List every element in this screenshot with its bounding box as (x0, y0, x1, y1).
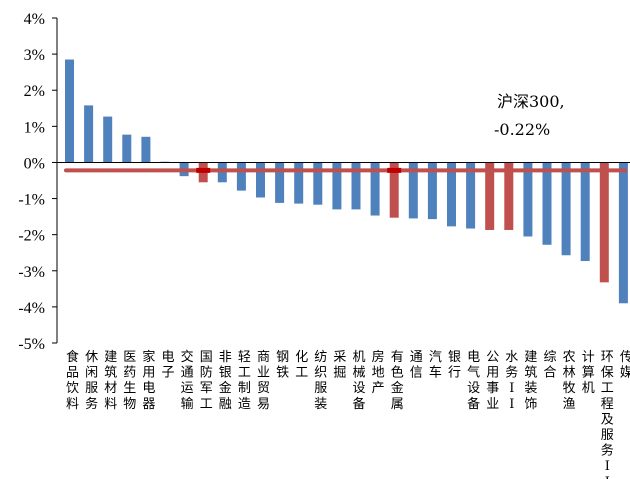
bar (466, 162, 476, 229)
y-tick-label: 4% (24, 11, 45, 28)
y-tick-label: 1% (24, 119, 45, 136)
bar (294, 162, 304, 204)
category-label: 轻工制造 (238, 350, 251, 412)
bar (84, 105, 94, 163)
category-label: 医药生物 (123, 350, 136, 412)
bar (275, 162, 285, 203)
category-label: 建筑装饰 (524, 350, 537, 412)
category-label: 水务 I I (505, 350, 518, 412)
bar (103, 116, 113, 163)
category-label: 非银金融 (219, 350, 232, 412)
y-tick-label: -5% (18, 336, 45, 353)
bar (447, 162, 456, 227)
bar (542, 162, 552, 245)
category-label: 计算机 (582, 350, 595, 396)
category-label: 汽车 (429, 350, 442, 381)
bar (389, 162, 399, 218)
bar (523, 162, 533, 237)
bar (332, 162, 342, 210)
category-label: 建筑材料 (104, 350, 117, 412)
bar (618, 162, 628, 304)
bar (256, 162, 265, 198)
y-tick-label: 0% (24, 155, 45, 172)
category-label: 交通运输 (181, 349, 194, 412)
reference-annotation: 沪深300, -0.22% (494, 92, 565, 139)
category-labels: 食品饮料休闲服务建筑材料医药生物家用电器电子交通运输国防军工非银金融轻工制造商业… (66, 349, 630, 479)
bar (485, 162, 495, 230)
bar (427, 162, 437, 220)
category-label: 电气设备 (467, 350, 480, 412)
y-tick-label: 3% (24, 47, 45, 64)
category-label: 传媒 (620, 350, 630, 381)
bar (580, 162, 590, 262)
reference-marker (387, 167, 402, 173)
category-label: 有色金属 (391, 350, 404, 412)
bar (370, 162, 380, 216)
reference-line-group (64, 167, 627, 173)
bar (561, 162, 571, 256)
reference-label-line2: -0.22% (494, 120, 550, 139)
reference-marker (196, 167, 211, 173)
category-label: 钢铁 (276, 350, 289, 381)
category-label: 房地产 (372, 349, 385, 396)
category-label: 食品饮料 (66, 349, 79, 412)
category-label: 银行 (448, 350, 461, 381)
reference-label-line1: 沪深300, (497, 92, 565, 111)
y-tick-label: -4% (18, 300, 45, 317)
y-tick-label: -1% (18, 192, 45, 209)
bar (504, 162, 514, 230)
category-label: 电子 (161, 350, 174, 381)
bar (408, 162, 418, 219)
bar (313, 162, 323, 205)
y-tick-label: -3% (18, 264, 45, 281)
category-label: 通信 (410, 350, 423, 381)
category-label: 商业贸易 (257, 350, 270, 412)
y-axis: 4% 3% 2% 1% 0% -1% -2% -3% -4% -5% (18, 11, 58, 353)
category-label: 纺织服装 (314, 350, 327, 412)
category-label: 国防军工 (200, 350, 213, 412)
category-label: 农林牧渔 (563, 350, 576, 412)
bar (599, 162, 609, 283)
category-label: 环保工程及服务II (601, 350, 614, 479)
bar (122, 134, 132, 163)
category-label: 公用事业 (486, 350, 499, 412)
bar (65, 59, 74, 163)
category-label: 综合 (543, 350, 556, 381)
bar (141, 136, 151, 163)
category-label: 休闲服务 (85, 350, 98, 412)
category-label: 家用电器 (142, 349, 155, 412)
category-label: 机械设备 (352, 350, 365, 412)
y-tick-label: -2% (18, 228, 45, 245)
category-label: 化工 (295, 350, 308, 381)
bar (236, 162, 246, 191)
y-tick-label: 2% (24, 83, 45, 100)
category-label: 采掘 (333, 350, 346, 381)
bar (351, 162, 361, 210)
